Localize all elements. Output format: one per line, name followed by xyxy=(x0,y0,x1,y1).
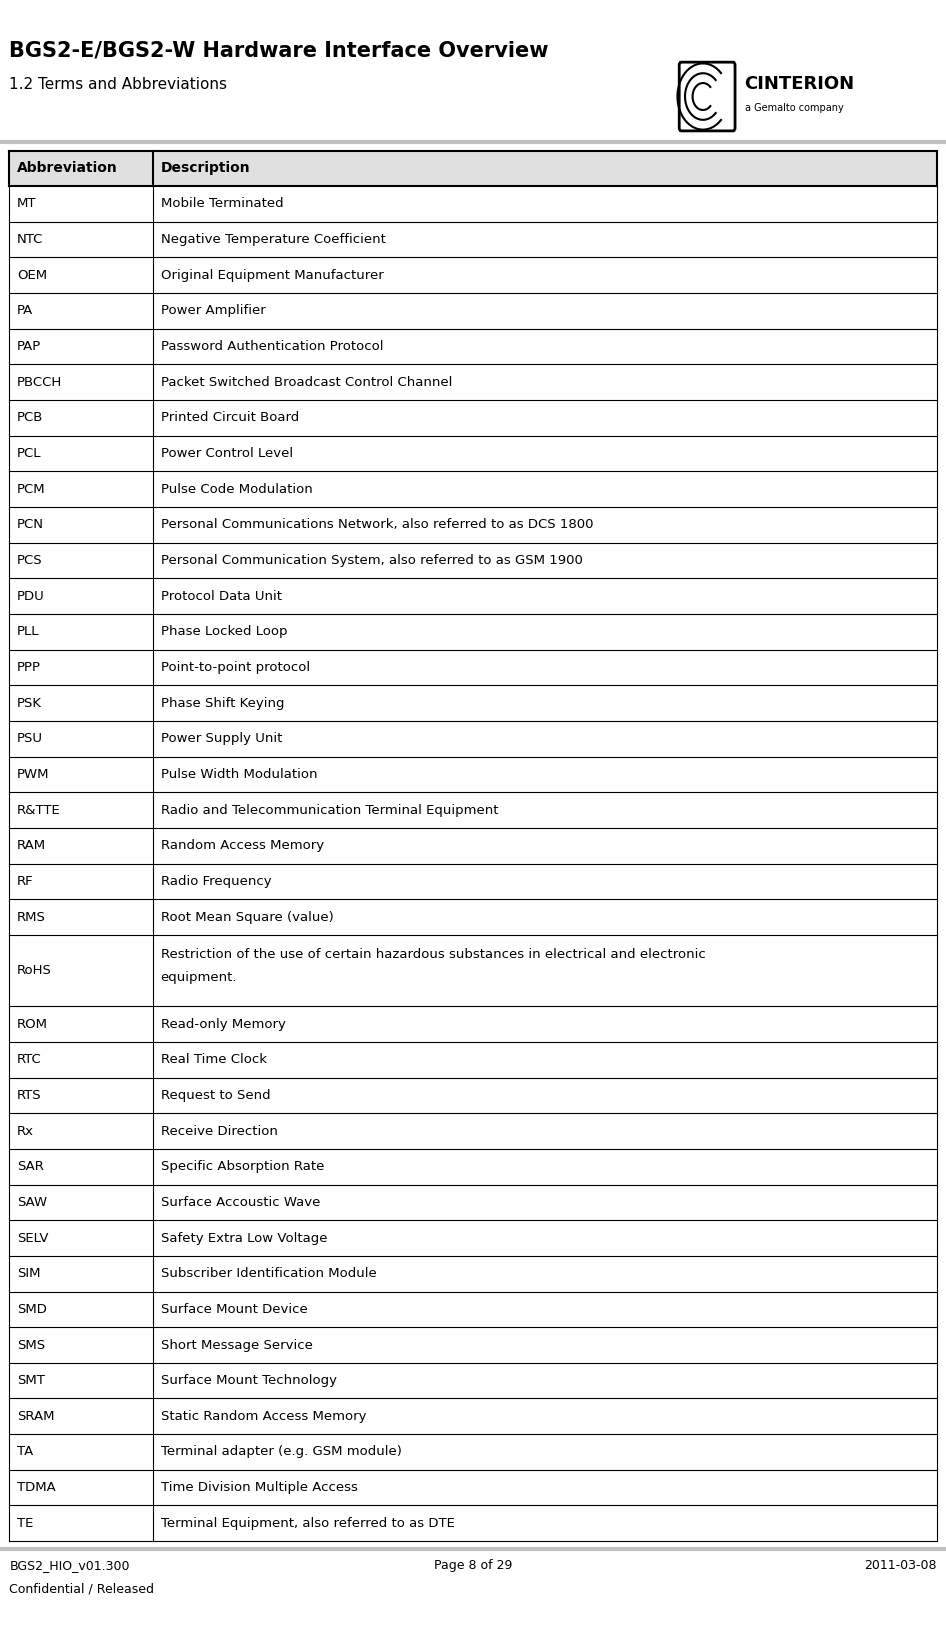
Text: SAR: SAR xyxy=(17,1160,44,1173)
Text: RF: RF xyxy=(17,875,34,888)
Text: PSU: PSU xyxy=(17,733,43,746)
Text: Root Mean Square (value): Root Mean Square (value) xyxy=(161,911,334,924)
Text: Pulse Width Modulation: Pulse Width Modulation xyxy=(161,767,317,780)
Text: Specific Absorption Rate: Specific Absorption Rate xyxy=(161,1160,324,1173)
FancyBboxPatch shape xyxy=(679,62,735,131)
Text: Radio Frequency: Radio Frequency xyxy=(161,875,272,888)
Text: PA: PA xyxy=(17,304,33,317)
Text: RTS: RTS xyxy=(17,1090,42,1103)
Text: BGS2-E/BGS2-W Hardware Interface Overview: BGS2-E/BGS2-W Hardware Interface Overvie… xyxy=(9,41,549,61)
Text: SRAM: SRAM xyxy=(17,1410,55,1423)
Text: PSK: PSK xyxy=(17,697,42,710)
Text: RoHS: RoHS xyxy=(17,964,52,977)
Text: PCN: PCN xyxy=(17,519,44,532)
Text: Pulse Code Modulation: Pulse Code Modulation xyxy=(161,483,312,496)
Text: SMS: SMS xyxy=(17,1338,45,1351)
Text: Power Control Level: Power Control Level xyxy=(161,447,293,460)
Text: Phase Shift Keying: Phase Shift Keying xyxy=(161,697,284,710)
Text: Time Division Multiple Access: Time Division Multiple Access xyxy=(161,1481,358,1494)
Text: CINTERION: CINTERION xyxy=(745,75,854,93)
Text: Short Message Service: Short Message Service xyxy=(161,1338,312,1351)
Text: Safety Extra Low Voltage: Safety Extra Low Voltage xyxy=(161,1232,327,1245)
Text: ROM: ROM xyxy=(17,1018,48,1031)
Text: Rx: Rx xyxy=(17,1124,34,1137)
Text: PBCCH: PBCCH xyxy=(17,376,62,389)
Text: Surface Mount Technology: Surface Mount Technology xyxy=(161,1374,337,1387)
Text: R&TTE: R&TTE xyxy=(17,803,61,816)
Text: SAW: SAW xyxy=(17,1196,47,1209)
Text: Mobile Terminated: Mobile Terminated xyxy=(161,198,284,211)
Text: 1.2 Terms and Abbreviations: 1.2 Terms and Abbreviations xyxy=(9,77,227,92)
Text: PCB: PCB xyxy=(17,411,44,424)
Text: 2011-03-08: 2011-03-08 xyxy=(864,1559,937,1572)
Text: Negative Temperature Coefficient: Negative Temperature Coefficient xyxy=(161,234,386,245)
Text: a Gemalto company: a Gemalto company xyxy=(745,103,843,113)
Text: PCS: PCS xyxy=(17,555,43,568)
Text: Radio and Telecommunication Terminal Equipment: Radio and Telecommunication Terminal Equ… xyxy=(161,803,499,816)
Text: Point-to-point protocol: Point-to-point protocol xyxy=(161,661,310,674)
Text: MT: MT xyxy=(17,198,37,211)
Text: TA: TA xyxy=(17,1446,33,1458)
Text: PDU: PDU xyxy=(17,589,44,602)
Text: Description: Description xyxy=(161,162,251,175)
Text: equipment.: equipment. xyxy=(161,972,237,985)
Text: PCM: PCM xyxy=(17,483,45,496)
Text: Real Time Clock: Real Time Clock xyxy=(161,1054,267,1067)
Text: Read-only Memory: Read-only Memory xyxy=(161,1018,286,1031)
Text: Original Equipment Manufacturer: Original Equipment Manufacturer xyxy=(161,268,383,281)
Text: Confidential / Released: Confidential / Released xyxy=(9,1582,154,1595)
Text: Static Random Access Memory: Static Random Access Memory xyxy=(161,1410,366,1423)
Text: TDMA: TDMA xyxy=(17,1481,56,1494)
Text: PWM: PWM xyxy=(17,767,49,780)
Bar xyxy=(9,151,937,187)
Text: RMS: RMS xyxy=(17,911,46,924)
Text: Password Authentication Protocol: Password Authentication Protocol xyxy=(161,340,383,353)
Text: TE: TE xyxy=(17,1517,33,1530)
Text: SIM: SIM xyxy=(17,1268,41,1281)
Text: SMT: SMT xyxy=(17,1374,44,1387)
Text: Subscriber Identification Module: Subscriber Identification Module xyxy=(161,1268,377,1281)
Text: Request to Send: Request to Send xyxy=(161,1090,271,1103)
Text: BGS2_HIO_v01.300: BGS2_HIO_v01.300 xyxy=(9,1559,130,1572)
Text: Printed Circuit Board: Printed Circuit Board xyxy=(161,411,299,424)
Text: Packet Switched Broadcast Control Channel: Packet Switched Broadcast Control Channe… xyxy=(161,376,452,389)
Text: Personal Communication System, also referred to as GSM 1900: Personal Communication System, also refe… xyxy=(161,555,583,568)
Text: SMD: SMD xyxy=(17,1302,47,1315)
Text: PCL: PCL xyxy=(17,447,42,460)
Text: Abbreviation: Abbreviation xyxy=(17,162,118,175)
Text: Personal Communications Network, also referred to as DCS 1800: Personal Communications Network, also re… xyxy=(161,519,593,532)
Text: Random Access Memory: Random Access Memory xyxy=(161,839,324,852)
Text: Phase Locked Loop: Phase Locked Loop xyxy=(161,625,288,638)
Text: Surface Accoustic Wave: Surface Accoustic Wave xyxy=(161,1196,320,1209)
Text: PAP: PAP xyxy=(17,340,42,353)
Text: Protocol Data Unit: Protocol Data Unit xyxy=(161,589,282,602)
Text: Restriction of the use of certain hazardous substances in electrical and electro: Restriction of the use of certain hazard… xyxy=(161,947,706,960)
Text: Page 8 of 29: Page 8 of 29 xyxy=(434,1559,512,1572)
Text: RTC: RTC xyxy=(17,1054,42,1067)
Text: RAM: RAM xyxy=(17,839,46,852)
Text: Terminal adapter (e.g. GSM module): Terminal adapter (e.g. GSM module) xyxy=(161,1446,402,1458)
Text: Terminal Equipment, also referred to as DTE: Terminal Equipment, also referred to as … xyxy=(161,1517,455,1530)
Text: Power Amplifier: Power Amplifier xyxy=(161,304,266,317)
Text: SELV: SELV xyxy=(17,1232,48,1245)
Text: NTC: NTC xyxy=(17,234,44,245)
Text: PPP: PPP xyxy=(17,661,41,674)
Text: PLL: PLL xyxy=(17,625,40,638)
Text: Receive Direction: Receive Direction xyxy=(161,1124,277,1137)
Text: OEM: OEM xyxy=(17,268,47,281)
Text: Surface Mount Device: Surface Mount Device xyxy=(161,1302,307,1315)
Text: Power Supply Unit: Power Supply Unit xyxy=(161,733,282,746)
